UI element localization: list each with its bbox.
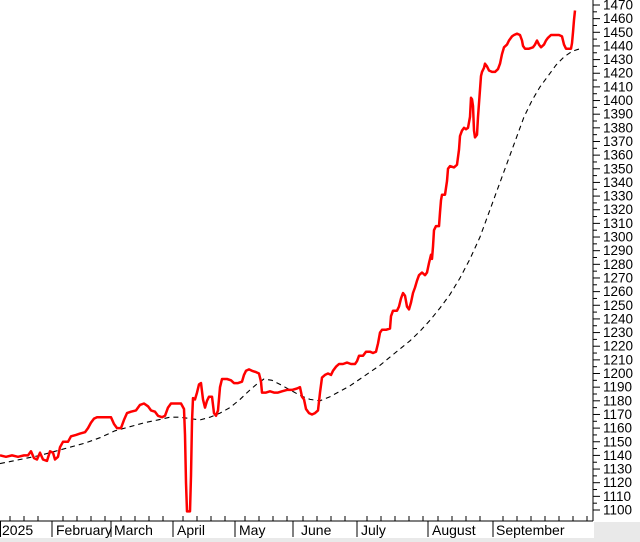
y-tick-label: 1230: [603, 325, 633, 340]
y-tick-label: 1240: [603, 311, 633, 326]
y-tick-label: 1300: [603, 230, 633, 245]
y-tick-label: 1470: [603, 0, 633, 13]
y-tick-label: 1430: [603, 52, 633, 67]
month-label: May: [239, 522, 265, 538]
month-label: June: [301, 522, 332, 538]
month-label: February: [56, 522, 112, 538]
y-tick-label: 1350: [603, 161, 633, 176]
y-tick-label: 1420: [603, 66, 633, 81]
y-tick-label: 1290: [603, 243, 633, 258]
y-tick-label: 1260: [603, 284, 633, 299]
y-tick-label: 1100: [603, 503, 632, 518]
y-tick-label: 1450: [603, 25, 633, 40]
y-tick-label: 1310: [603, 216, 633, 231]
month-label: July: [361, 522, 386, 538]
x-axis: 2025 February March April May June July August S…: [0, 516, 593, 538]
y-tick-label: 1360: [603, 148, 633, 163]
y-tick-label: 1250: [603, 298, 633, 313]
y-tick-label: 1160: [603, 421, 632, 436]
y-tick-label: 1190: [603, 380, 632, 395]
y-tick-label: 1370: [603, 134, 633, 149]
y-tick-label: 1320: [603, 202, 633, 217]
y-tick-label: 1460: [603, 11, 633, 26]
month-label: April: [177, 522, 205, 538]
y-tick-label: 1280: [603, 257, 633, 272]
y-tick-label: 1130: [603, 462, 632, 477]
y-tick-label: 1330: [603, 189, 633, 204]
y-tick-label: 1170: [603, 407, 632, 422]
y-tick-label: 1110: [603, 489, 631, 504]
moving-average-path: [0, 48, 581, 465]
y-tick-label: 1140: [603, 448, 632, 463]
y-tick-label: 1400: [603, 93, 633, 108]
y-tick-label: 1410: [603, 79, 633, 94]
y-tick-label: 1340: [603, 175, 633, 190]
y-tick-label: 1390: [603, 107, 633, 122]
month-label: September: [496, 522, 565, 538]
y-tick-label: 1440: [603, 38, 633, 53]
y-tick-label: 1220: [603, 339, 633, 354]
y-tick-label: 1380: [603, 120, 633, 135]
y-tick-label: 1120: [603, 475, 632, 490]
moving-average-line: [0, 48, 581, 465]
y-tick-label: 1210: [603, 352, 633, 367]
month-label: March: [114, 522, 153, 538]
y-tick-label: 1150: [603, 434, 632, 449]
y-axis: 1100111011201130114011501160117011801190…: [592, 0, 633, 521]
price-line: [0, 10, 577, 513]
y-tick-label: 1180: [603, 393, 632, 408]
y-tick-label: 1200: [603, 366, 633, 381]
corner-frame: [594, 522, 640, 542]
y-tick-label: 1270: [603, 270, 633, 285]
bottom-frame: [0, 538, 640, 542]
month-label: 2025: [2, 522, 33, 538]
price-path: [0, 10, 577, 513]
month-label: August: [432, 522, 476, 538]
